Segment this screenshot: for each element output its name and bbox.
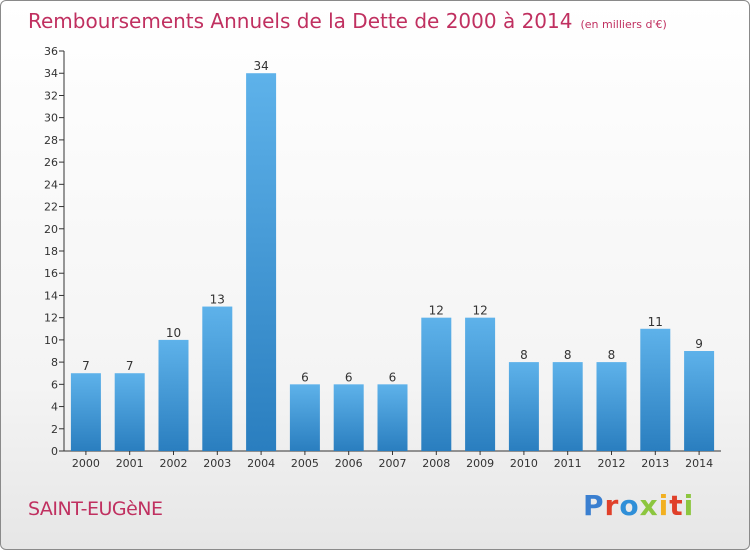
bar bbox=[421, 317, 452, 451]
bar-value-label: 6 bbox=[345, 370, 353, 384]
x-tick-label: 2004 bbox=[247, 457, 275, 470]
logo-letter: i bbox=[683, 489, 695, 522]
x-tick-label: 2007 bbox=[379, 457, 407, 470]
bar-value-label: 8 bbox=[608, 348, 616, 362]
logo-letter: r bbox=[604, 489, 620, 522]
y-tick-label: 26 bbox=[44, 156, 58, 169]
x-tick-label: 2000 bbox=[72, 457, 100, 470]
y-tick-label: 32 bbox=[44, 89, 58, 102]
logo-letter: t bbox=[669, 489, 684, 522]
bar-value-label: 7 bbox=[82, 359, 90, 373]
x-tick-label: 2006 bbox=[335, 457, 363, 470]
bar bbox=[684, 351, 715, 451]
x-tick-label: 2002 bbox=[160, 457, 188, 470]
logo-letter: P bbox=[583, 489, 605, 522]
bar bbox=[596, 362, 627, 451]
x-tick-label: 2014 bbox=[685, 457, 713, 470]
bar bbox=[114, 373, 145, 451]
bar bbox=[640, 328, 671, 451]
bar-value-label: 12 bbox=[472, 304, 487, 318]
bar bbox=[70, 373, 101, 451]
bar bbox=[202, 306, 233, 451]
y-tick-label: 14 bbox=[44, 289, 58, 302]
chart-title: Remboursements Annuels de la Dette de 20… bbox=[28, 9, 667, 33]
x-tick-label: 2010 bbox=[510, 457, 538, 470]
bar bbox=[552, 362, 583, 451]
y-tick-label: 16 bbox=[44, 267, 58, 280]
y-tick-label: 6 bbox=[51, 378, 58, 391]
chart-title-text: Remboursements Annuels de la Dette de 20… bbox=[28, 9, 573, 33]
proxiti-logo: Proxiti bbox=[583, 489, 694, 522]
bar-value-label: 12 bbox=[429, 304, 444, 318]
bars: 7 7 10 13 34 6 6 6 12 12 8 8 8 11 9 bbox=[70, 59, 715, 451]
bar-value-label: 6 bbox=[389, 370, 397, 384]
y-tick-label: 28 bbox=[44, 134, 58, 147]
y-tick-label: 20 bbox=[44, 223, 58, 236]
bar-value-label: 8 bbox=[564, 348, 572, 362]
logo-letter: o bbox=[619, 489, 640, 522]
bar-value-label: 8 bbox=[520, 348, 528, 362]
x-tick-label: 2009 bbox=[466, 457, 494, 470]
y-tick-label: 30 bbox=[44, 112, 58, 125]
commune-name: SAINT-EUGèNE bbox=[28, 498, 163, 520]
x-tick-label: 2013 bbox=[641, 457, 669, 470]
bar bbox=[377, 384, 408, 451]
bar-value-label: 10 bbox=[166, 326, 181, 340]
bar-value-label: 6 bbox=[301, 370, 309, 384]
bar bbox=[158, 339, 189, 451]
logo-letter: i bbox=[658, 489, 670, 522]
bar-value-label: 9 bbox=[695, 337, 703, 351]
y-tick-label: 36 bbox=[44, 45, 58, 58]
bar bbox=[333, 384, 364, 451]
bar-value-label: 34 bbox=[253, 59, 268, 73]
x-axis: 2000 2001 2002 2003 2004 2005 2006 2007 2008 2009… bbox=[64, 450, 721, 470]
y-tick-label: 4 bbox=[51, 401, 58, 414]
x-tick-label: 2008 bbox=[422, 457, 450, 470]
x-tick-label: 2001 bbox=[116, 457, 144, 470]
y-tick-label: 0 bbox=[51, 445, 58, 458]
bar bbox=[508, 362, 539, 451]
bar-value-label: 13 bbox=[210, 293, 225, 307]
bar bbox=[465, 317, 496, 451]
y-tick-label: 22 bbox=[44, 201, 58, 214]
chart-unit: (en milliers d'€) bbox=[580, 18, 667, 31]
x-tick-label: 2011 bbox=[554, 457, 582, 470]
x-tick-label: 2012 bbox=[598, 457, 626, 470]
bar-value-label: 11 bbox=[648, 315, 663, 329]
logo-letter: x bbox=[639, 489, 659, 522]
y-tick-label: 10 bbox=[44, 334, 58, 347]
y-tick-label: 12 bbox=[44, 312, 58, 325]
x-tick-label: 2003 bbox=[203, 457, 231, 470]
y-tick-label: 2 bbox=[51, 423, 58, 436]
bar-value-label: 7 bbox=[126, 359, 134, 373]
bar bbox=[246, 73, 277, 451]
bar bbox=[289, 384, 320, 451]
y-tick-label: 34 bbox=[44, 67, 58, 80]
y-tick-label: 18 bbox=[44, 245, 58, 258]
x-tick-label: 2005 bbox=[291, 457, 319, 470]
y-tick-label: 24 bbox=[44, 178, 58, 191]
y-tick-label: 8 bbox=[51, 356, 58, 369]
